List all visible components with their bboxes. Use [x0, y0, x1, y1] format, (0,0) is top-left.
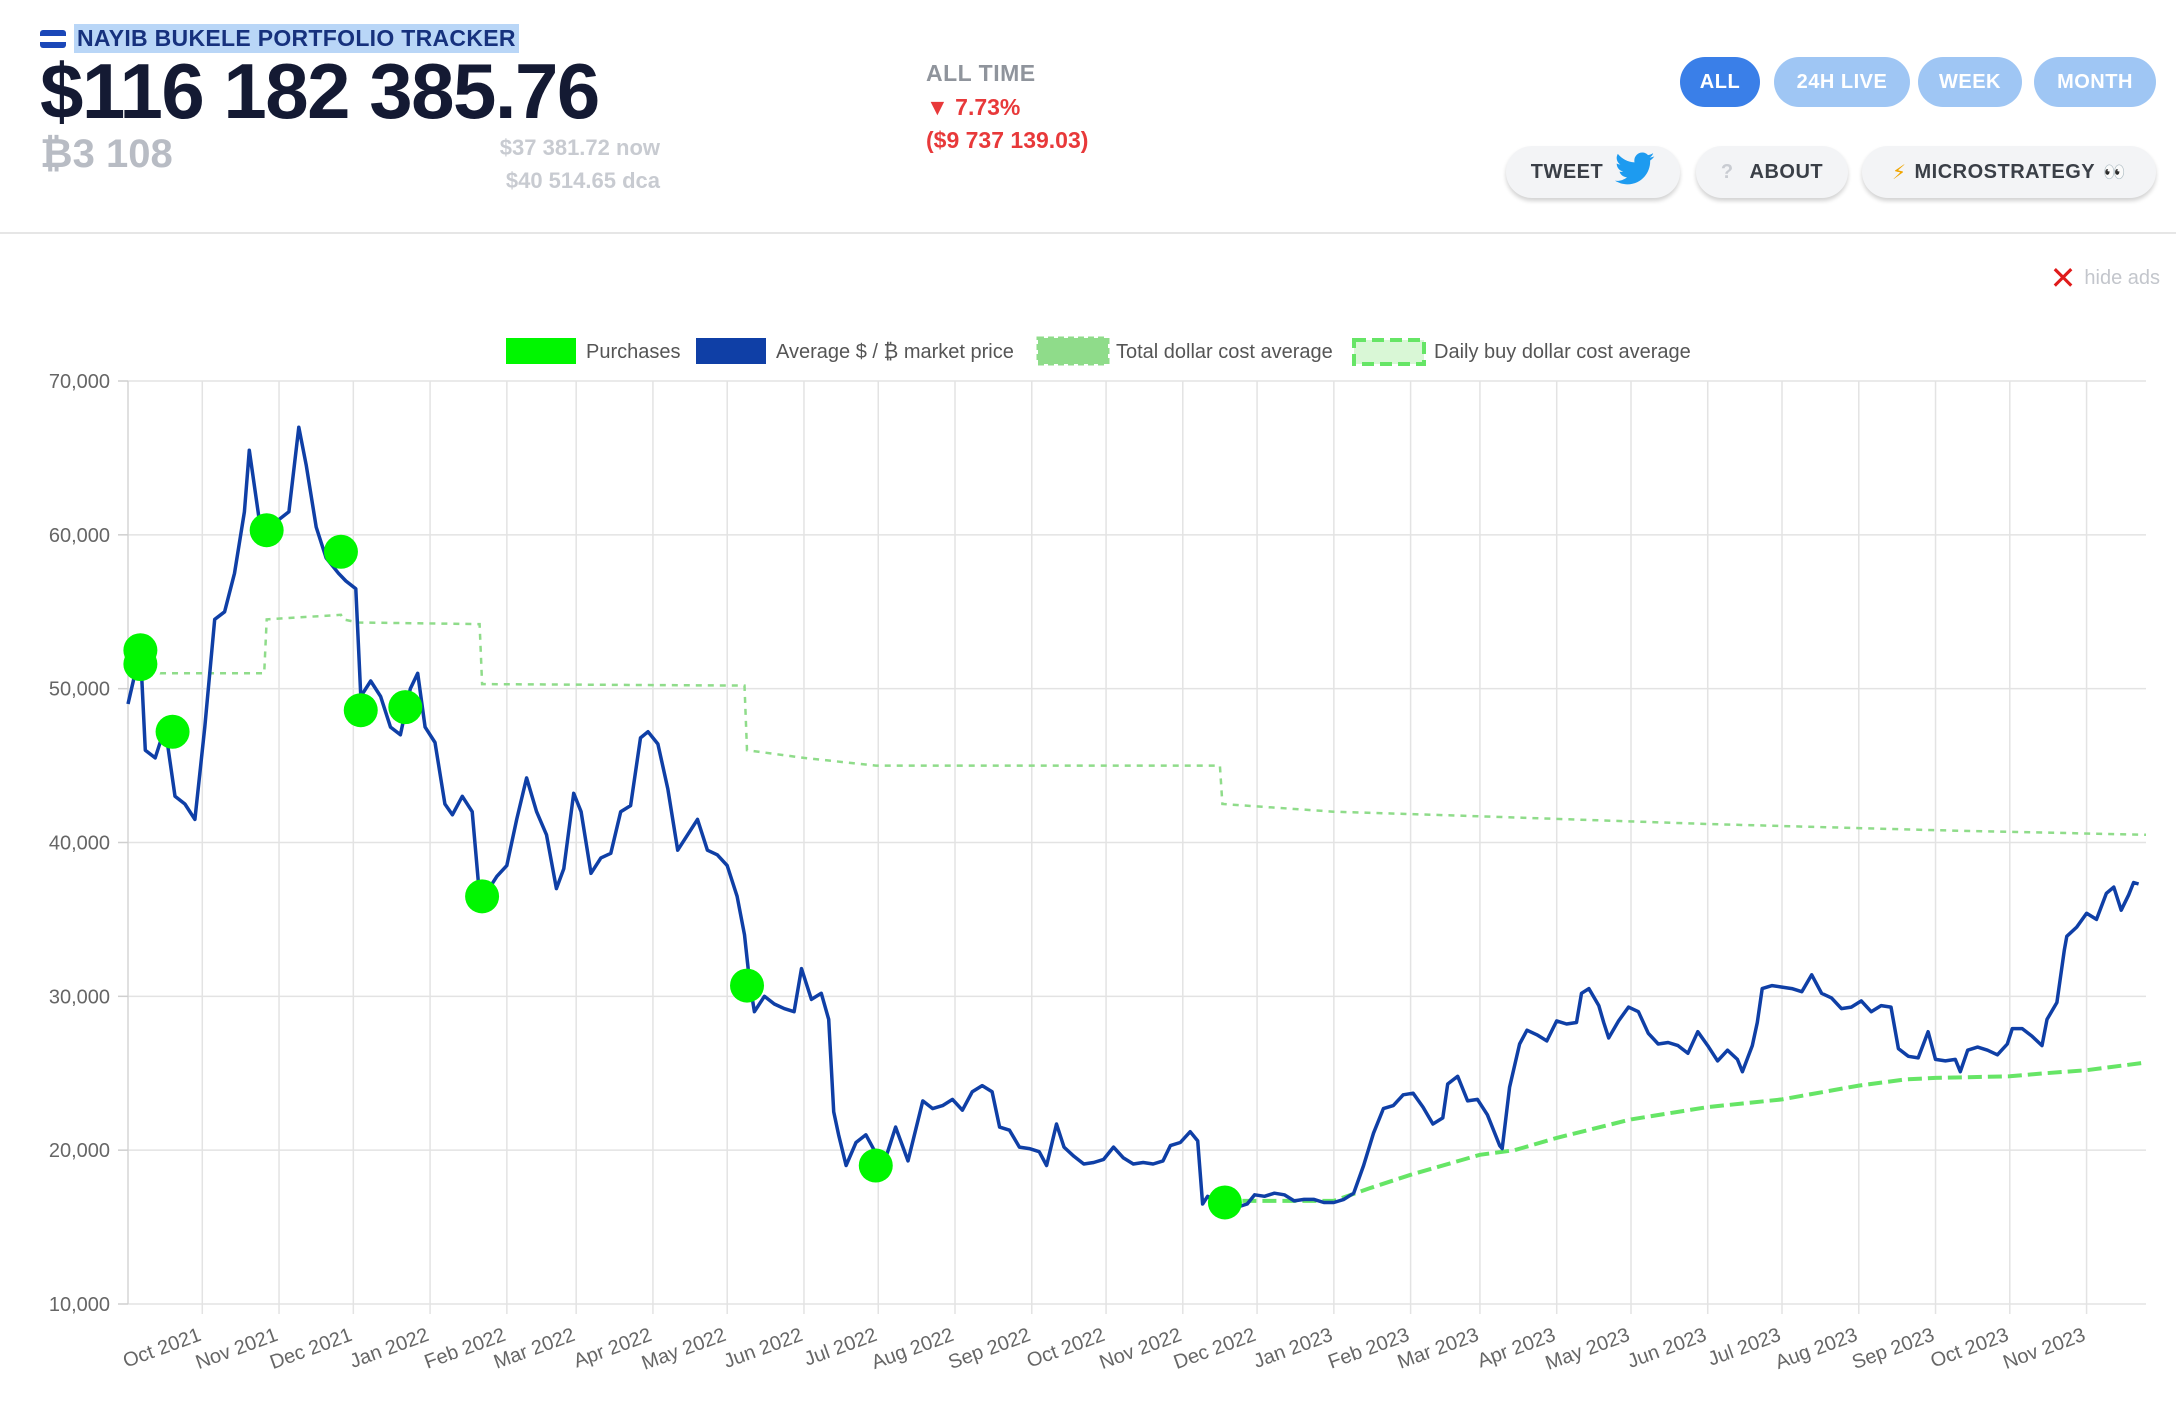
lightning-icon: ⚡ — [1891, 161, 1907, 184]
legend-swatch-purchases — [506, 338, 576, 364]
y-tick-label: 30,000 — [49, 986, 110, 1008]
all-time-change-percent: ▼ 7.73% — [926, 94, 1021, 120]
eyes-icon: 👀 — [2103, 161, 2127, 182]
period-all-button[interactable]: ALL — [1680, 57, 1760, 107]
y-tick-label: 40,000 — [49, 833, 110, 855]
purchase-point — [123, 647, 158, 682]
header: NAYIB BUKELE PORTFOLIO TRACKER $116 182 … — [0, 0, 2176, 234]
purchase-point — [155, 714, 190, 749]
btc-holdings: ₿3 108 — [40, 132, 173, 176]
hide-ads-link[interactable]: ✕ hide ads — [2050, 262, 2160, 294]
x-tick-label: Jun 2022 — [721, 1324, 806, 1373]
y-tick-label: 70,000 — [49, 371, 110, 393]
about-button[interactable]: ? ABOUT — [1696, 146, 1848, 198]
chart-grid — [127, 380, 2146, 1314]
x-tick-label: Mar 2022 — [491, 1324, 578, 1374]
microstrategy-button[interactable]: ⚡ MICROSTRATEGY 👀 — [1862, 146, 2156, 198]
x-tick-label: Jul 2023 — [1705, 1324, 1784, 1371]
series-line-dashed — [139, 613, 2147, 837]
x-tick-label: Oct 2023 — [1928, 1324, 2012, 1372]
y-tick-label: 10,000 — [49, 1294, 110, 1316]
purchase-point — [323, 534, 358, 569]
chart-legend: Purchases Average $ / ₿ market price Tot… — [506, 336, 1691, 366]
purchase-point — [249, 513, 284, 548]
period-month-button[interactable]: MONTH — [2034, 57, 2156, 107]
x-tick-label: Nov 2022 — [1097, 1324, 1185, 1374]
x-tick-label: Oct 2021 — [120, 1324, 204, 1372]
all-time-label: ALL TIME — [926, 60, 1036, 86]
x-tick-label: Jul 2022 — [801, 1324, 880, 1371]
info-icon: ? — [1720, 160, 1734, 183]
x-tick-label: Dec 2022 — [1171, 1324, 1259, 1374]
y-tick-label: 20,000 — [49, 1140, 110, 1162]
x-tick-label: Jan 2023 — [1251, 1324, 1336, 1373]
about-label: ABOUT — [1749, 160, 1824, 183]
microstrategy-label: MICROSTRATEGY — [1914, 160, 2096, 183]
purchase-point — [465, 879, 500, 914]
current-price: $37 381.72 now — [499, 135, 660, 160]
legend-label-purchases: Purchases — [586, 341, 681, 363]
tracker-title: NAYIB BUKELE PORTFOLIO TRACKER — [40, 24, 519, 53]
tracker-title-text[interactable]: NAYIB BUKELE PORTFOLIO TRACKER — [74, 24, 519, 53]
portfolio-value: $116 182 385.76 — [40, 47, 600, 135]
x-tick-label: May 2022 — [639, 1324, 729, 1375]
legend-swatch-price — [696, 338, 766, 364]
purchase-point — [388, 690, 423, 725]
period-24h-live-button[interactable]: 24H LIVE — [1774, 57, 1910, 107]
x-tick-label: Jan 2022 — [347, 1324, 432, 1373]
x-tick-label: Nov 2023 — [2000, 1324, 2088, 1374]
y-tick-label: 60,000 — [49, 525, 110, 547]
purchase-point — [730, 968, 765, 1003]
purchase-point — [343, 693, 378, 728]
y-tick-label: 50,000 — [49, 679, 110, 701]
x-tick-label: Oct 2022 — [1024, 1324, 1108, 1372]
purchase-point — [1207, 1185, 1242, 1220]
x-tick-label: Jun 2023 — [1625, 1324, 1710, 1373]
legend-label-price: Average $ / ₿ market price — [776, 341, 1014, 363]
x-tick-label: May 2023 — [1543, 1324, 1633, 1375]
purchase-markers — [123, 513, 1242, 1220]
series-line-dashed-thick — [1222, 1060, 2147, 1203]
portfolio-chart: Purchases Average $ / ₿ market price Tot… — [49, 336, 2147, 1375]
el-salvador-flag-icon — [40, 29, 66, 48]
chart-series — [126, 425, 2147, 1209]
legend-label-total-dca: Total dollar cost average — [1116, 341, 1333, 363]
series-line-line — [126, 425, 2140, 1209]
x-tick-label: Sep 2023 — [1849, 1324, 1937, 1374]
x-tick-label: Aug 2022 — [869, 1324, 957, 1374]
tweet-label: TWEET — [1530, 160, 1604, 183]
hide-ads-label: hide ads — [2084, 266, 2160, 289]
twitter-icon — [1615, 152, 1655, 192]
legend-swatch-total-dca — [1036, 336, 1110, 366]
tweet-button[interactable]: TWEET — [1506, 146, 1680, 198]
dca-price: $40 514.65 dca — [505, 168, 660, 193]
legend-label-daily-dca: Daily buy dollar cost average — [1434, 341, 1691, 363]
close-icon: ✕ — [2049, 260, 2077, 296]
x-tick-label: Mar 2023 — [1395, 1324, 1482, 1374]
purchase-point — [858, 1148, 893, 1183]
all-time-change-amount: ($9 737 139.03) — [926, 127, 1089, 153]
x-tick-label: Sep 2022 — [945, 1324, 1033, 1374]
x-tick-label: Nov 2021 — [193, 1324, 281, 1374]
x-tick-label: Aug 2023 — [1772, 1324, 1860, 1374]
x-tick-label: Dec 2021 — [267, 1324, 355, 1374]
period-week-button[interactable]: WEEK — [1918, 57, 2022, 107]
y-axis: 10,000 20,000 30,000 40,000 50,000 60,000 70,0… — [49, 371, 128, 1316]
legend-swatch-daily-dca — [1352, 338, 1426, 366]
